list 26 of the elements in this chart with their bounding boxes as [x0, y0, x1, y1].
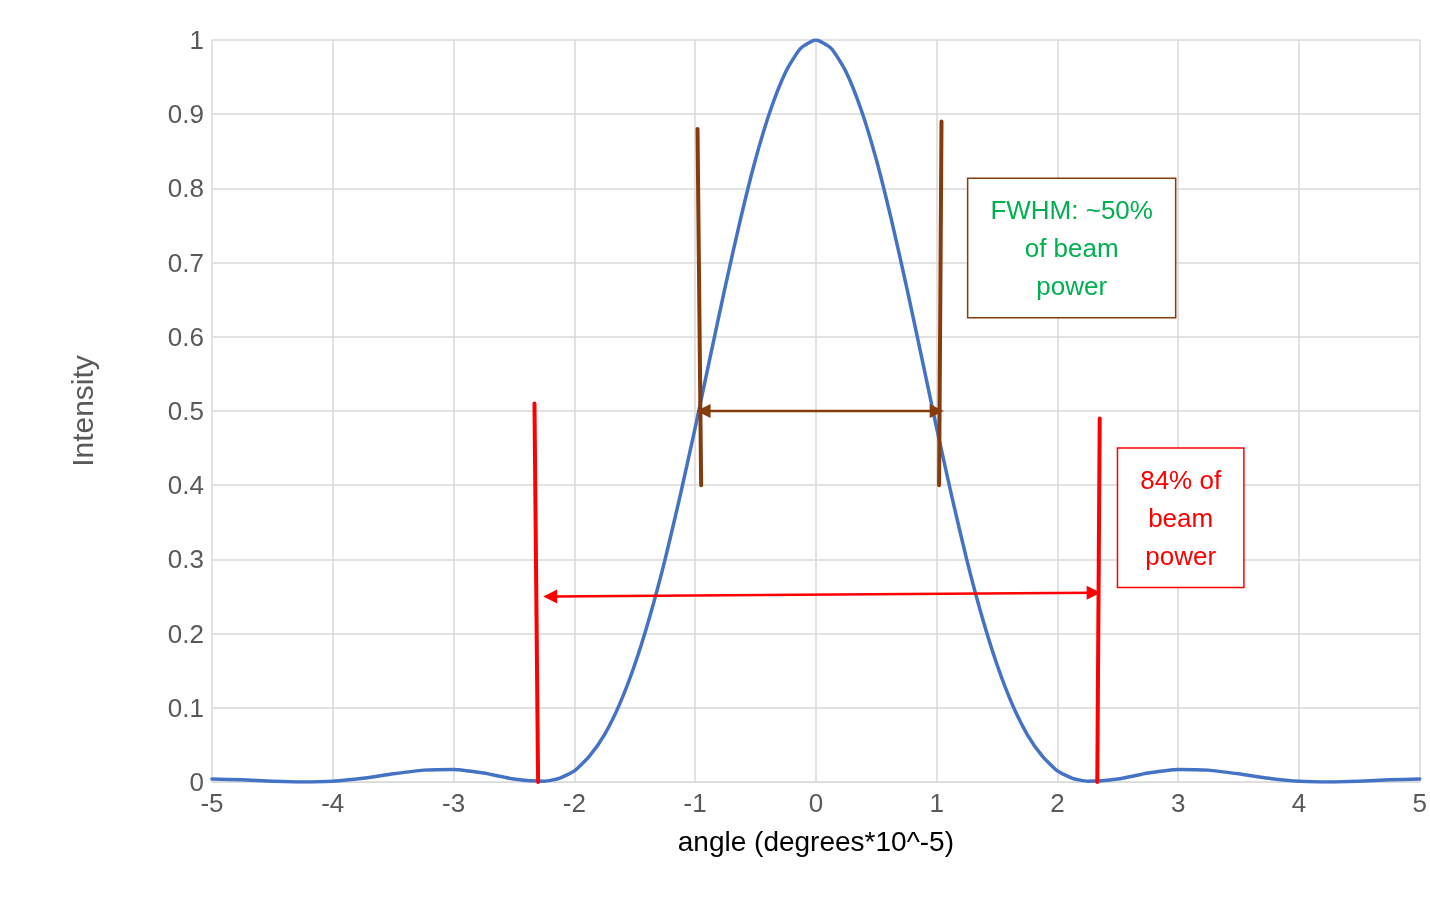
y-tick-label: 0.2: [167, 618, 204, 649]
y-tick-label: 0: [189, 767, 204, 797]
y-axis-title: Intensity: [65, 355, 99, 467]
x-tick-label: 0: [808, 788, 824, 818]
y-tick-label: 0.3: [167, 544, 204, 575]
annotation: 84% of beam power: [1140, 464, 1222, 571]
y-tick-label: 0.6: [167, 321, 204, 352]
x-tick-label: 4: [1291, 788, 1307, 818]
annotation: FWHM: ~50% of beam power: [990, 195, 1153, 301]
x-tick-label: 2: [1050, 788, 1065, 818]
y-tick-label: 0.7: [167, 247, 204, 278]
y-tick-label: 0.5: [167, 396, 204, 426]
x-tick-label: 3: [1170, 788, 1186, 818]
x-tick-label: -1: [683, 788, 707, 818]
x-axis-title: angle (degrees*10^-5): [677, 825, 954, 857]
x-tick-label: 1: [929, 788, 944, 818]
y-tick-label: 0.4: [167, 470, 204, 501]
y-tick-label: 0.1: [167, 692, 204, 723]
line-series: [210, 38, 1422, 784]
x-tick-label: -3: [441, 788, 466, 818]
x-tick-label: -4: [321, 788, 345, 818]
y-tick-label: 1: [189, 25, 204, 55]
x-tick-label: -2: [562, 788, 586, 818]
y-tick-label: 0.9: [167, 99, 204, 130]
y-tick-label: 0.8: [167, 173, 204, 204]
x-tick-label: 5: [1412, 788, 1427, 818]
